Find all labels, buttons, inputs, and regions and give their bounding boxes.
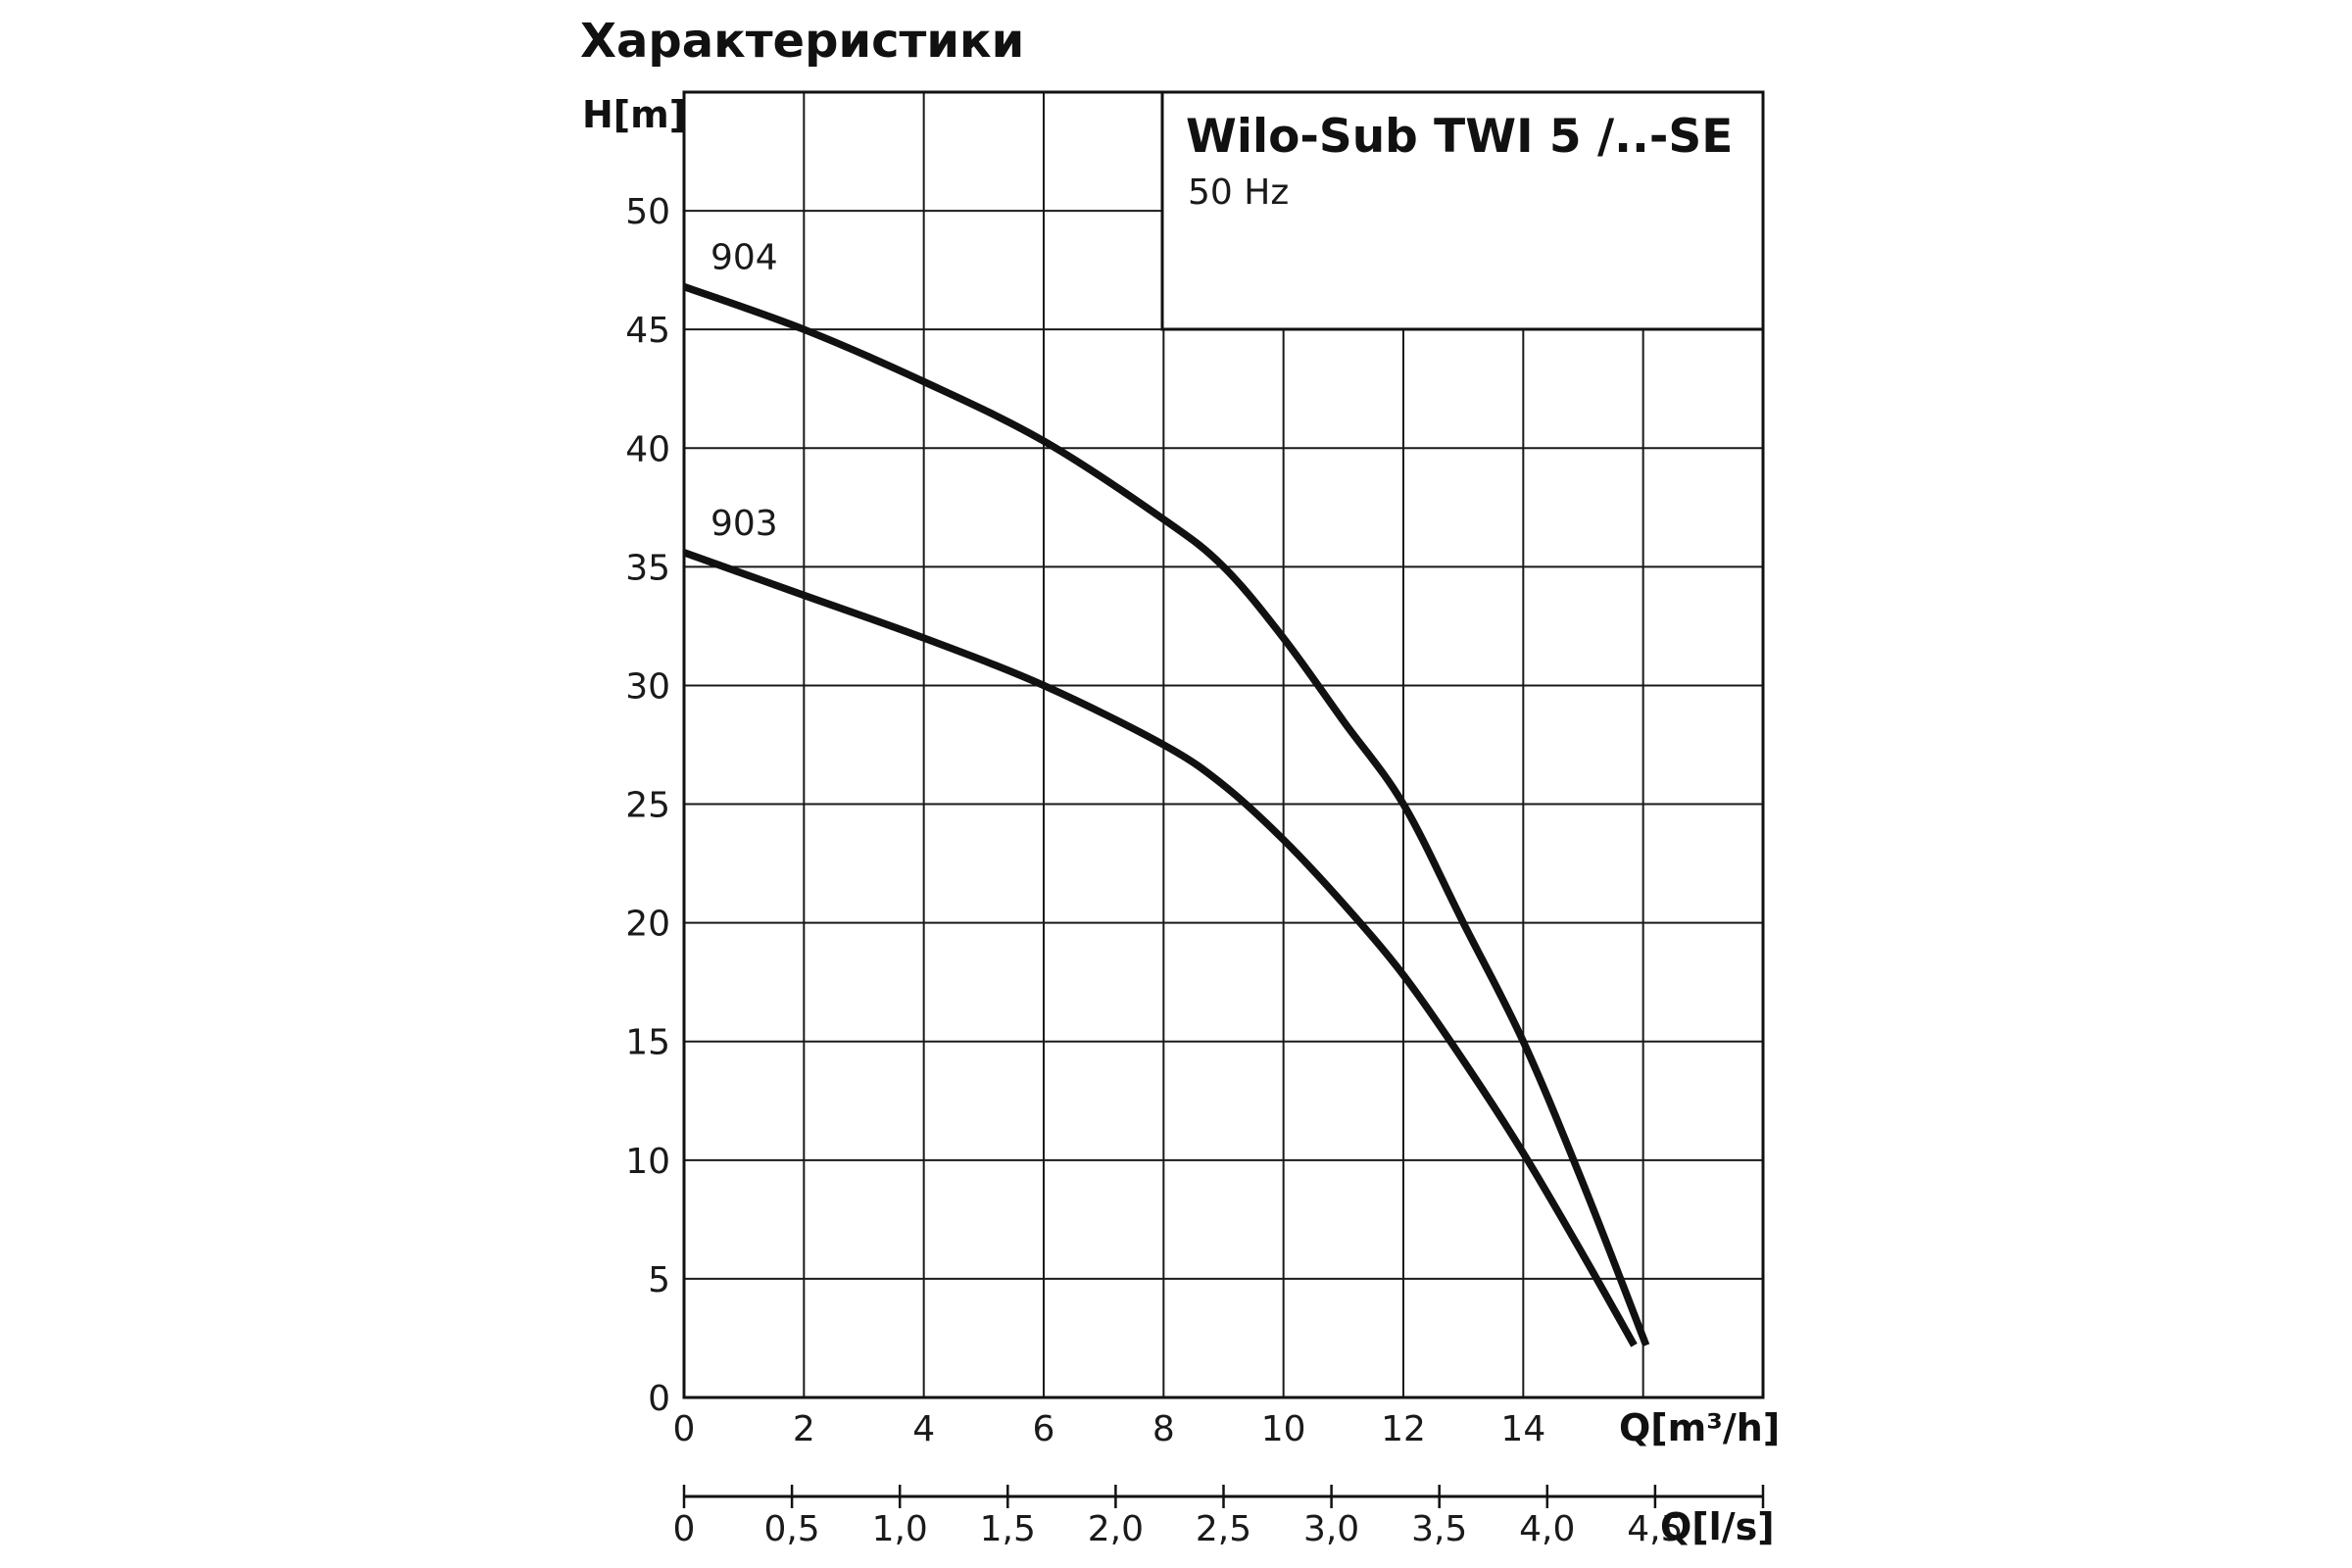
y-tick-label: 40 xyxy=(625,429,670,469)
series-curve-904 xyxy=(682,283,1650,1348)
y-tick-label: 50 xyxy=(625,192,670,232)
chart-info-title: Wilo-Sub TWI 5 /..-SE xyxy=(1186,110,1733,164)
y-tick-label: 25 xyxy=(625,786,670,826)
secondary-x-tick-label: 3,5 xyxy=(1411,1509,1467,1549)
curves: 904 903 xyxy=(682,238,1650,1348)
secondary-x-axis: 0 0,5 1,0 1,5 2,0 2,5 3,0 3,5 4,0 4,5 xyxy=(673,1485,1765,1549)
secondary-x-tick-label: 4,0 xyxy=(1519,1509,1575,1549)
y-tick-label: 45 xyxy=(625,311,670,351)
secondary-x-tick-label: 0,5 xyxy=(763,1509,819,1549)
plot-frame xyxy=(682,90,1765,1399)
x-tick-label: 0 xyxy=(673,1409,696,1449)
chart-info-subtitle: 50 Hz xyxy=(1188,172,1289,213)
x-tick-label: 12 xyxy=(1381,1409,1426,1449)
y-tick-label: 35 xyxy=(625,548,670,588)
x-tick-label: 14 xyxy=(1500,1409,1545,1449)
page-title: Характеристики xyxy=(580,14,1024,69)
series-label-904: 904 xyxy=(710,238,778,278)
secondary-x-tick-label: 1,0 xyxy=(872,1509,928,1549)
secondary-x-tick-label: 2,0 xyxy=(1088,1509,1144,1549)
y-tick-label: 30 xyxy=(625,666,670,707)
secondary-x-tick-label: 1,5 xyxy=(980,1509,1036,1549)
secondary-x-axis-title: Q[l/s] xyxy=(1660,1505,1775,1548)
y-tick-label: 20 xyxy=(625,905,670,945)
tick-labels: 0 5 10 15 20 25 30 35 40 45 50 0 2 4 6 8 10 12 14 xyxy=(625,192,1545,1449)
x-tick-label: 6 xyxy=(1033,1409,1055,1449)
series-label-903: 903 xyxy=(710,504,778,544)
y-axis-title: H[m] xyxy=(582,93,686,136)
x-tick-label: 4 xyxy=(912,1409,935,1449)
secondary-x-tick-label: 3,0 xyxy=(1303,1509,1359,1549)
x-tick-label: 10 xyxy=(1261,1409,1306,1449)
y-tick-label: 0 xyxy=(648,1379,670,1419)
secondary-x-tick-label: 4,5 xyxy=(1627,1509,1683,1549)
y-tick-label: 10 xyxy=(625,1142,670,1182)
secondary-x-tick-label: 0 xyxy=(673,1509,696,1549)
x-axis-title: Q[m³/h] xyxy=(1619,1406,1780,1449)
x-tick-label: 2 xyxy=(793,1409,815,1449)
secondary-x-tick-label: 2,5 xyxy=(1196,1509,1251,1549)
series-curve-903 xyxy=(682,549,1638,1348)
x-tick-label: 8 xyxy=(1152,1409,1175,1449)
y-tick-label: 5 xyxy=(648,1260,670,1300)
y-tick-label: 15 xyxy=(625,1023,670,1063)
